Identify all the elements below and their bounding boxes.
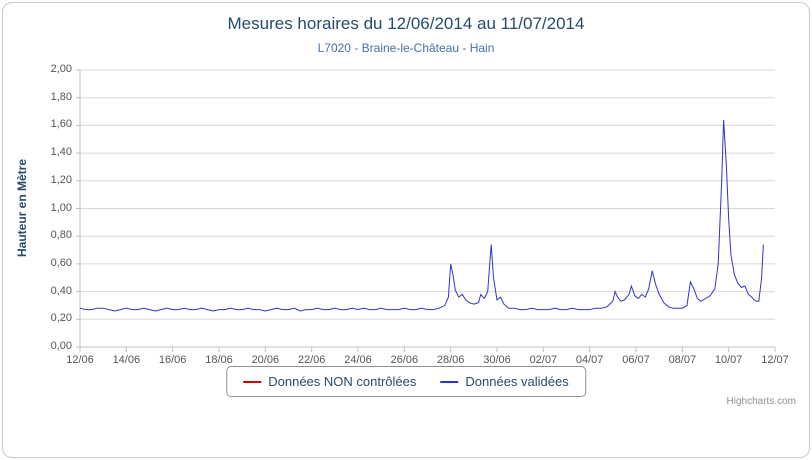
x-tick-label: 30/06 <box>483 354 511 366</box>
highcharts-credit[interactable]: Highcharts.com <box>726 396 796 407</box>
y-tick-label: 1,00 <box>50 201 72 214</box>
series-line <box>79 119 764 312</box>
x-tick-label: 02/07 <box>529 354 558 366</box>
y-tick-label: 0,40 <box>50 284 72 297</box>
y-tick-label: 1,40 <box>50 146 72 159</box>
y-tick-label: 0,20 <box>50 312 72 325</box>
x-tick-label: 08/07 <box>668 354 697 366</box>
legend-item-validees[interactable]: Données validées <box>440 374 569 389</box>
x-tick-label: 24/06 <box>344 354 372 366</box>
chart-subtitle: L7020 - Braine-le-Château - Hain <box>317 41 495 55</box>
blue-line-swatch <box>440 380 459 383</box>
x-tick-label: 16/06 <box>158 354 187 366</box>
red-line-swatch <box>243 380 262 383</box>
chart-title: Mesures horaires du 12/06/2014 au 11/07/… <box>227 14 585 33</box>
x-tick-label: 10/07 <box>714 354 743 366</box>
y-tick-label: 0,00 <box>50 340 72 352</box>
x-tick-label: 26/06 <box>390 354 419 366</box>
legend-label-non-controlees: Données NON contrôlées <box>268 374 417 389</box>
x-tick-label: 06/07 <box>622 354 650 366</box>
y-tick-label: 0,60 <box>50 256 72 269</box>
y-tick-label: 1,60 <box>50 118 72 131</box>
y-tick-label: 2,00 <box>50 63 72 75</box>
legend-item-non-controlees[interactable]: Données NON contrôlées <box>243 374 416 389</box>
x-tick-label: 12/07 <box>761 354 789 366</box>
x-tick-label: 22/06 <box>297 354 326 366</box>
y-tick-label: 0,80 <box>50 229 72 242</box>
legend: Données NON contrôlées Données validées <box>226 366 586 397</box>
legend-label-validees: Données validées <box>465 374 569 389</box>
y-tick-label: 1,20 <box>50 173 72 186</box>
x-tick-label: 18/06 <box>205 354 233 366</box>
y-tick-label: 1,80 <box>50 90 72 103</box>
x-tick-label: 14/06 <box>112 354 141 366</box>
x-tick-label: 28/06 <box>436 354 465 366</box>
x-tick-label: 20/06 <box>251 354 280 366</box>
x-tick-label: 04/07 <box>575 354 604 366</box>
x-tick-label: 12/06 <box>66 354 94 366</box>
